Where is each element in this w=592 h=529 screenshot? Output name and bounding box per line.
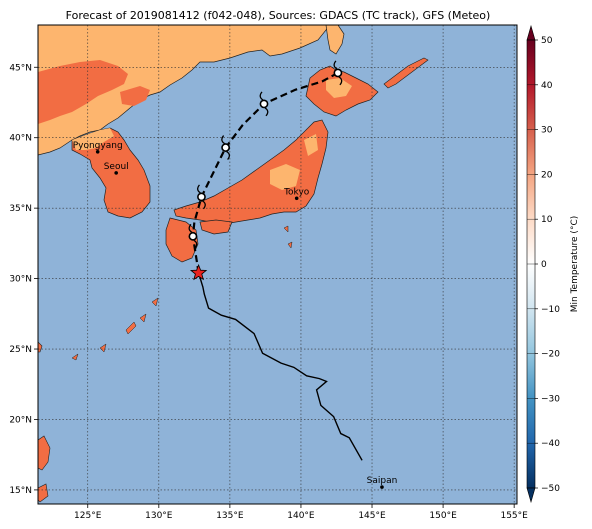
landmass-shikoku xyxy=(199,219,233,235)
city-dot xyxy=(380,485,384,489)
lat-tick-label: 40°N xyxy=(9,134,32,144)
lon-tick-label: 140°E xyxy=(287,511,315,521)
lat-tick-label: 35°N xyxy=(9,204,32,214)
colorbar-tick-label: 50 xyxy=(541,36,553,46)
city-dot xyxy=(294,196,299,201)
colorbar-tick-label: −50 xyxy=(541,484,560,494)
forecast-point-marker xyxy=(259,99,269,109)
lon-tick-label: 150°E xyxy=(429,511,457,521)
landmass-kuril-islands xyxy=(383,57,429,89)
cyclone-symbol-arm xyxy=(202,200,206,210)
forecast-point-marker xyxy=(197,192,206,202)
map-title: Forecast of 2019081412 (f042-048), Sourc… xyxy=(66,9,491,22)
landmass-asia-mainland xyxy=(38,25,331,156)
landmass-honshu xyxy=(173,119,329,225)
landmass-asia-hot-zone xyxy=(38,60,128,124)
lon-tick-label: 135°E xyxy=(216,511,244,521)
past-track-line xyxy=(197,272,363,461)
city-markers: Pyongyang Seoul Tokyo Saipan xyxy=(73,141,398,489)
lon-tick-label: 145°E xyxy=(358,511,386,521)
landmass-izu-islands xyxy=(283,225,293,249)
graticule xyxy=(38,25,517,504)
lon-tick-label: 130°E xyxy=(145,511,173,521)
cyclone-symbol-arm xyxy=(188,223,193,233)
cyclone-symbol-arm xyxy=(264,107,269,117)
cyclone-symbol-arm xyxy=(259,91,264,101)
colorbar-tick-label: −20 xyxy=(541,350,560,360)
city-label: Seoul xyxy=(104,162,129,172)
colorbar: 50 40 30 20 10 0 −10 −20 −30 −40 −50 Min Temperatu… xyxy=(526,24,580,504)
colorbar-tick-label: −40 xyxy=(541,439,560,449)
city-dot xyxy=(95,149,100,154)
landmass-korea-north xyxy=(72,128,114,150)
cyclone-symbol-arm xyxy=(197,184,201,194)
colorbar-extend-top xyxy=(526,24,536,41)
landmass-honshu-cool-2 xyxy=(304,134,318,156)
colorbar-extend-bottom xyxy=(526,487,536,504)
colorbar-tick-label: −10 xyxy=(541,305,560,315)
colorbar-tick-label: 10 xyxy=(541,215,553,225)
landmass-korea xyxy=(71,127,151,219)
forecast-point-marker xyxy=(188,231,198,241)
city-label: Tokyo xyxy=(283,187,310,197)
lon-tick-label: 125°E xyxy=(74,511,102,521)
map-frame xyxy=(37,24,518,505)
cyclone-symbol-arm xyxy=(338,76,343,86)
cyclone-symbol-arm xyxy=(221,135,225,145)
landmass-philippines-edge xyxy=(38,435,51,503)
cyclone-symbol-arm xyxy=(193,239,198,249)
city-label: Pyongyang xyxy=(73,141,123,151)
forecast-point-marker xyxy=(221,143,231,152)
lat-tick-label: 30°N xyxy=(9,275,32,285)
forecast-track-line xyxy=(191,71,339,274)
city-dot xyxy=(114,171,118,175)
lat-tick-label: 20°N xyxy=(9,415,32,425)
landmass-honshu-cool xyxy=(270,164,300,190)
colorbar-tick-label: 30 xyxy=(541,126,553,136)
landmass-hokkaido-cool xyxy=(326,78,352,98)
lat-tick-label: 45°N xyxy=(9,63,32,73)
lat-tick-label: 25°N xyxy=(9,345,32,355)
cyclone-symbol-arm xyxy=(226,151,231,160)
cyclone-symbol-arm xyxy=(333,60,338,70)
storm-position-star-icon xyxy=(189,263,208,281)
colorbar-label: Min Temperature (°C) xyxy=(570,216,580,313)
lon-tick-label: 155°E xyxy=(500,511,528,521)
colorbar-tick-label: 40 xyxy=(541,81,553,91)
cyclone-track xyxy=(188,60,363,461)
landmass-ryukyu-islands xyxy=(71,297,159,361)
landmass-taiwan-edge xyxy=(38,341,43,353)
city-label: Saipan xyxy=(367,476,398,486)
lat-tick-label: 15°N xyxy=(9,486,32,496)
colorbar-tick-label: 0 xyxy=(541,260,547,270)
map-area: Pyongyang Seoul Tokyo Saipan xyxy=(38,25,517,504)
axis-ticks: 125°E 130°E 135°E 140°E 145°E 150°E 155°E 45°N 4… xyxy=(9,63,528,521)
colorbar-tick-label: −30 xyxy=(541,394,560,404)
landmass-asia-hot-zone-2 xyxy=(120,86,150,106)
landmass-sakhalin xyxy=(325,25,345,55)
landmass-kyushu xyxy=(165,217,199,263)
forecast-point-marker xyxy=(333,68,343,78)
colorbar-tick-label: 20 xyxy=(541,170,553,180)
